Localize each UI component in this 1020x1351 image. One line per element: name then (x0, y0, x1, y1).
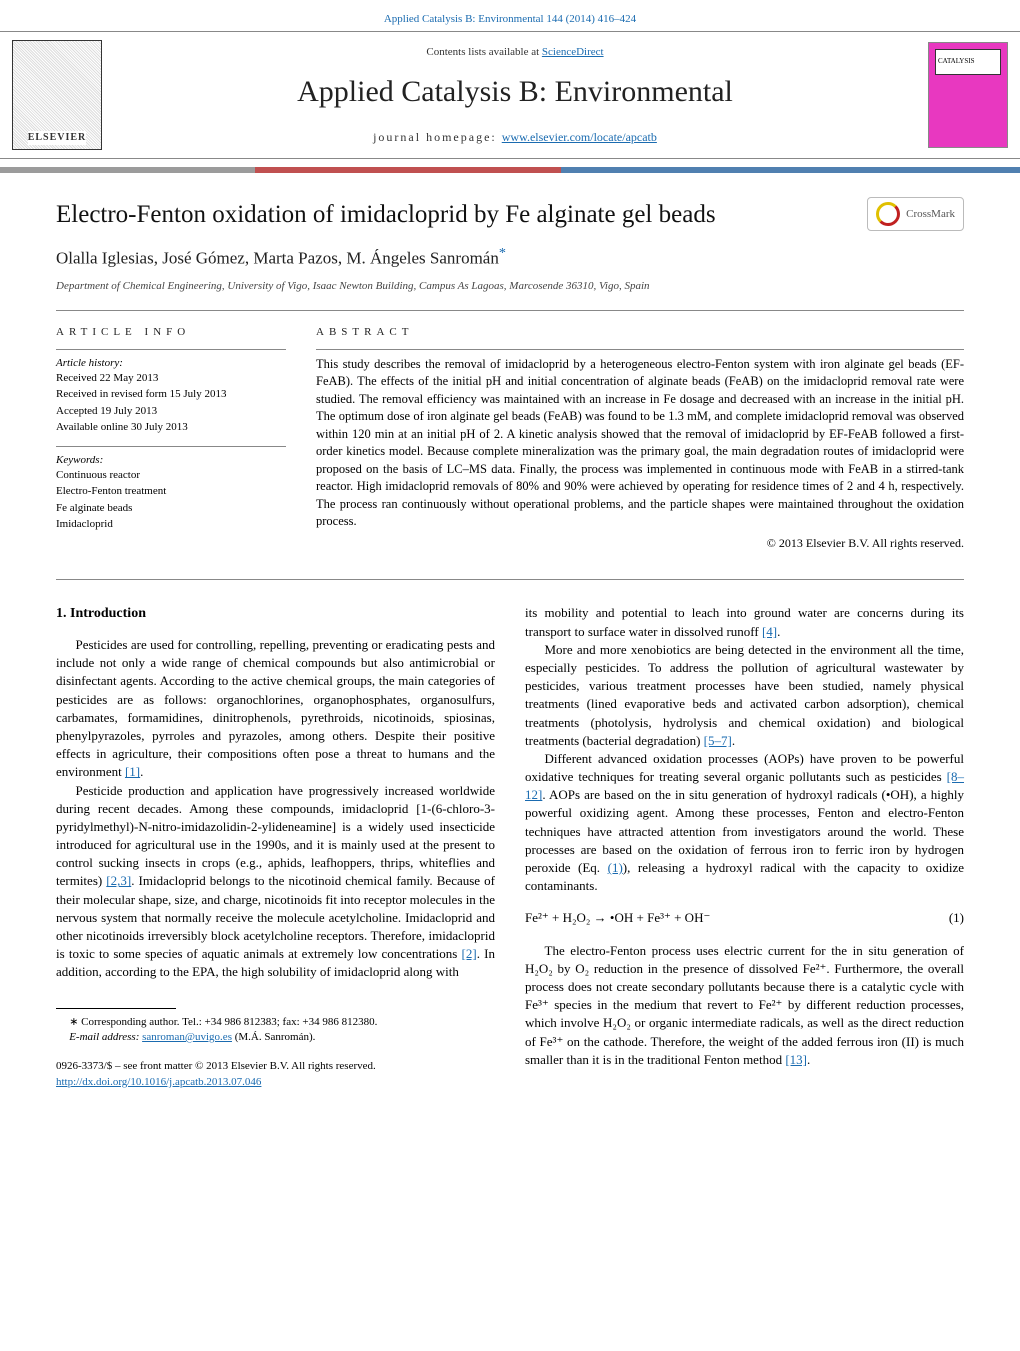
paragraph-text: . (807, 1052, 810, 1067)
abstract-text: This study describes the removal of imid… (316, 356, 964, 531)
contents-prefix: Contents lists available at (426, 46, 541, 58)
crossmark-label: CrossMark (906, 207, 955, 222)
paragraph-text: Different advanced oxidation processes (… (525, 751, 964, 784)
keyword-item: Fe alginate beads (56, 501, 286, 516)
homepage-link[interactable]: www.elsevier.com/locate/apcatb (502, 130, 657, 144)
intro-paragraph: More and more xenobiotics are being dete… (525, 641, 964, 750)
abstract-copyright: © 2013 Elsevier B.V. All rights reserved… (316, 535, 964, 552)
journal-reference: Applied Catalysis B: Environmental 144 (… (0, 0, 1020, 31)
body-divider (56, 579, 964, 580)
citation-link[interactable]: [2,3] (106, 873, 131, 888)
paragraph-text: Pesticides are used for controlling, rep… (56, 637, 495, 779)
citation-link[interactable]: [4] (762, 624, 777, 639)
history-item: Received 22 May 2013 (56, 371, 286, 386)
keywords-block: Keywords: Continuous reactor Electro-Fen… (56, 446, 286, 533)
citation-link[interactable]: [5–7] (704, 733, 732, 748)
history-item: Available online 30 July 2013 (56, 420, 286, 435)
authors-line: Olalla Iglesias, José Gómez, Marta Pazos… (56, 244, 964, 270)
keyword-item: Imidacloprid (56, 517, 286, 532)
bottom-meta-block: 0926-3373/$ – see front matter © 2013 El… (56, 1059, 495, 1090)
equation-number: (1) (949, 909, 964, 927)
sciencedirect-link[interactable]: ScienceDirect (542, 46, 604, 58)
equation-formula: Fe²⁺ + H₂O₂ → •OH + Fe³⁺ + OH⁻ (525, 909, 710, 927)
history-label: Article history: (56, 356, 286, 371)
intro-paragraph: Pesticides are used for controlling, rep… (56, 636, 495, 782)
equation-ref-link[interactable]: (1) (608, 860, 623, 875)
history-item: Received in revised form 15 July 2013 (56, 387, 286, 402)
body-text-columns: 1. Introduction Pesticides are used for … (56, 604, 964, 1090)
paragraph-text: . (140, 764, 143, 779)
authors-names: Olalla Iglesias, José Gómez, Marta Pazos… (56, 249, 499, 268)
journal-title: Applied Catalysis B: Environmental (118, 71, 912, 113)
email-tail: (M.Á. Sanromán). (232, 1031, 315, 1043)
footnote-separator (56, 1008, 176, 1009)
article-title: Electro-Fenton oxidation of imidacloprid… (56, 197, 716, 232)
elsevier-logo (12, 40, 102, 150)
corresponding-author-footnote: ∗ Corresponding author. Tel.: +34 986 81… (56, 1015, 495, 1030)
journal-cover-thumbnail: CATALYSIS (928, 42, 1008, 148)
affiliation: Department of Chemical Engineering, Univ… (56, 279, 964, 294)
citation-link[interactable]: [1] (125, 764, 140, 779)
intro-paragraph: The electro-Fenton process uses electric… (525, 942, 964, 1069)
footnote-block: ∗ Corresponding author. Tel.: +34 986 81… (56, 1008, 495, 1091)
doi-link[interactable]: http://dx.doi.org/10.1016/j.apcatb.2013.… (56, 1076, 261, 1088)
cover-title-strip: CATALYSIS (935, 49, 1001, 75)
email-link[interactable]: sanroman@uvigo.es (142, 1031, 232, 1043)
paragraph-text: . (777, 624, 780, 639)
citation-link[interactable]: [2] (462, 946, 477, 961)
crossmark-icon (876, 202, 900, 226)
journal-header-band: Contents lists available at ScienceDirec… (0, 31, 1020, 159)
article-history-block: Article history: Received 22 May 2013 Re… (56, 349, 286, 436)
issn-line: 0926-3373/$ – see front matter © 2013 El… (56, 1059, 495, 1074)
keyword-item: Electro-Fenton treatment (56, 484, 286, 499)
journal-homepage-line: journal homepage: www.elsevier.com/locat… (118, 129, 912, 146)
citation-link[interactable]: [13] (785, 1052, 807, 1067)
intro-paragraph: Pesticide production and application hav… (56, 782, 495, 982)
paragraph-text: . (732, 733, 735, 748)
history-item: Accepted 19 July 2013 (56, 404, 286, 419)
intro-paragraph: its mobility and potential to leach into… (525, 604, 964, 640)
crossmark-badge[interactable]: CrossMark (867, 197, 964, 231)
meta-divider-top (56, 310, 964, 311)
keywords-label: Keywords: (56, 453, 286, 468)
corresponding-marker: * (499, 245, 506, 261)
abstract-heading: ABSTRACT (316, 325, 964, 340)
email-label: E-mail address: (69, 1031, 142, 1043)
paragraph-text: The electro-Fenton process uses electric… (525, 943, 964, 1067)
header-center: Contents lists available at ScienceDirec… (118, 45, 912, 145)
abstract-column: ABSTRACT This study describes the remova… (316, 325, 964, 561)
article-info-column: ARTICLE INFO Article history: Received 2… (56, 325, 286, 561)
homepage-prefix: journal homepage: (373, 130, 502, 144)
paragraph-text: its mobility and potential to leach into… (525, 605, 964, 638)
email-footnote: E-mail address: sanroman@uvigo.es (M.Á. … (56, 1030, 495, 1045)
paragraph-text: More and more xenobiotics are being dete… (525, 642, 964, 748)
equation-1: Fe²⁺ + H₂O₂ → •OH + Fe³⁺ + OH⁻ (1) (525, 909, 964, 927)
contents-available-line: Contents lists available at ScienceDirec… (118, 45, 912, 60)
section-heading-intro: 1. Introduction (56, 604, 495, 624)
article-info-heading: ARTICLE INFO (56, 325, 286, 340)
keyword-item: Continuous reactor (56, 468, 286, 483)
intro-paragraph: Different advanced oxidation processes (… (525, 750, 964, 896)
